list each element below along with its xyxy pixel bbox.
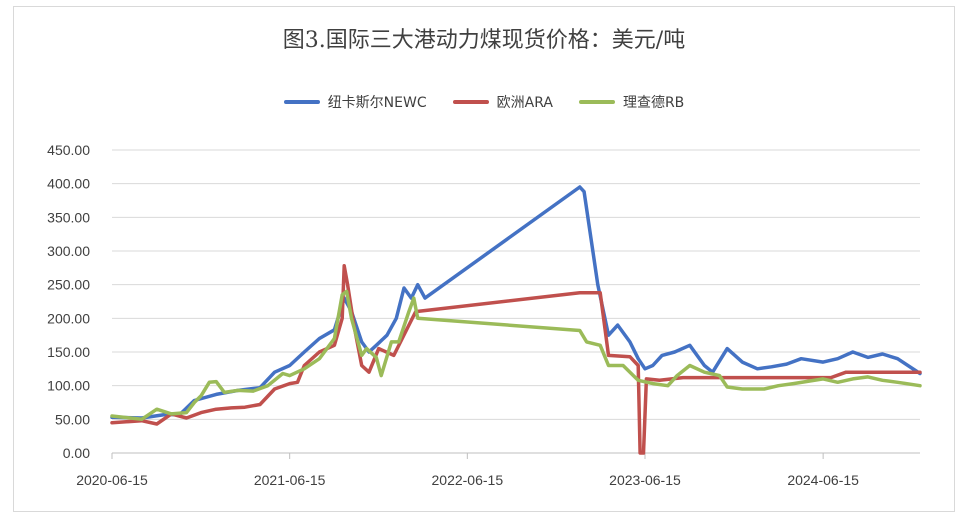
legend-label-newc: 纽卡斯尔NEWC [327,95,427,111]
y-tick-label: 50.00 [55,411,90,427]
legend-item-newc: 纽卡斯尔NEWC [283,92,427,112]
legend-item-rb: 理查德RB [578,92,685,112]
series-line-2 [110,289,922,422]
y-tick-label: 300.00 [47,243,90,259]
chart-legend: 纽卡斯尔NEWC 欧洲ARA 理查德RB [0,92,968,112]
x-tick-label: 2024-06-15 [787,472,859,488]
y-tick-label: 0.00 [63,445,90,461]
legend-label-ara: 欧洲ARA [496,95,553,111]
x-tick-label: 2020-06-15 [76,472,148,488]
legend-label-rb: 理查德RB [622,95,685,111]
chart-title: 图3.国际三大港动力煤现货价格：美元/吨 [282,28,686,53]
legend-swatch-rb [578,100,615,104]
legend-swatch-newc [283,100,320,104]
y-tick-label: 200.00 [47,310,90,326]
legend-item-ara: 欧洲ARA [452,92,553,112]
chart-frame [13,6,955,512]
x-tick-label: 2021-06-15 [254,472,326,488]
x-tick-label: 2022-06-15 [432,472,504,488]
y-tick-label: 100.00 [47,378,90,394]
y-tick-label: 400.00 [47,176,90,192]
y-tick-label: 450.00 [47,142,90,158]
y-tick-label: 250.00 [47,277,90,293]
x-tick-label: 2023-06-15 [609,472,681,488]
y-tick-label: 350.00 [47,209,90,225]
legend-swatch-ara [452,100,489,104]
y-tick-label: 150.00 [47,344,90,360]
series-line-0 [110,185,922,420]
